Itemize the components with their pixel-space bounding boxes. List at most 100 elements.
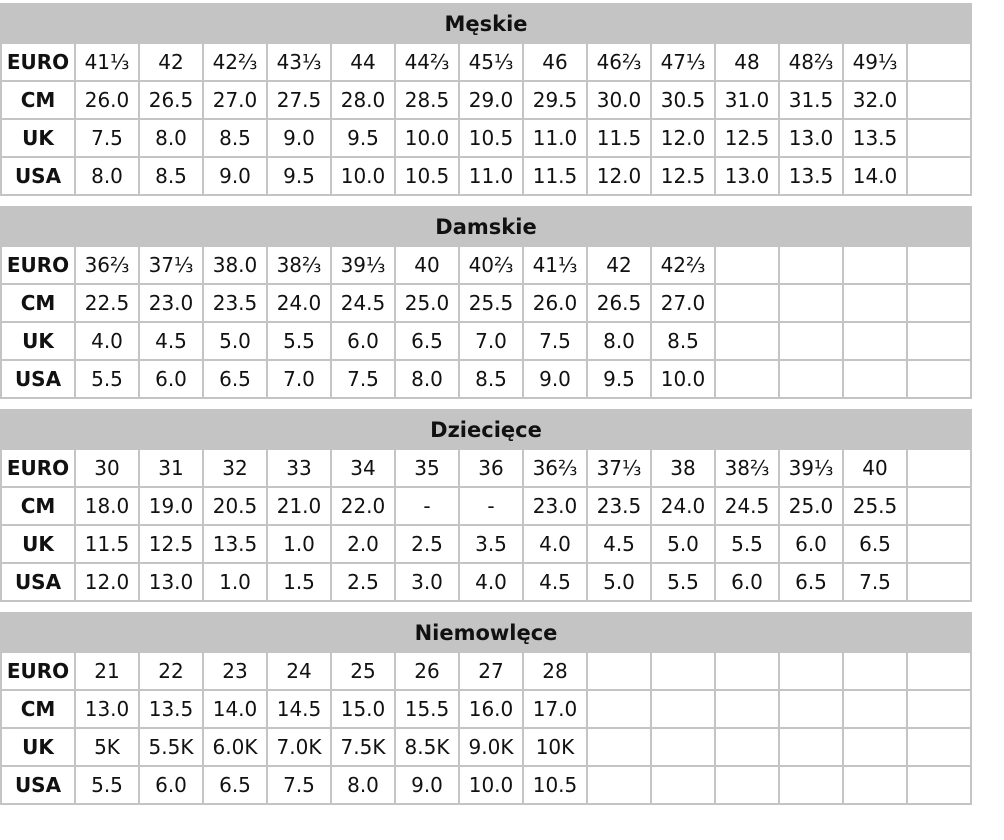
size-cell: 1.0 [202,562,268,602]
size-cell: 30.0 [586,80,652,120]
size-cell: 2.5 [330,562,396,602]
row-label: USA [0,359,76,399]
size-cell: 33 [266,448,332,488]
size-cell: 40⅔ [458,245,524,285]
size-cell [778,359,844,399]
size-cell: 27 [458,651,524,691]
size-cell: 26.0 [74,80,140,120]
size-cell: 22.0 [330,486,396,526]
size-cell: 47⅓ [650,42,716,82]
table-row: UK 11.5 12.5 13.5 1.0 2.0 2.5 3.5 4.0 4.5 5.0 5.5 6.… [0,524,972,564]
size-cell: 39⅓ [778,448,844,488]
size-cell: 36⅔ [74,245,140,285]
size-cell: 31.0 [714,80,780,120]
size-cell: 5.0 [650,524,716,564]
table-row: CM 22.5 23.0 23.5 24.0 24.5 25.0 25.5 26.0 26.5 27… [0,283,972,323]
size-cell: 24.0 [266,283,332,323]
row-label: UK [0,524,76,564]
size-cell: 27.5 [266,80,332,120]
size-cell: 28 [522,651,588,691]
size-cell: 5.0 [202,321,268,361]
size-cell [842,245,908,285]
row-label: CM [0,689,76,729]
size-cell: - [394,486,460,526]
size-cell: 14.5 [266,689,332,729]
size-cell: 42 [138,42,204,82]
size-cell: 7.5K [330,727,396,767]
size-cell [906,80,972,120]
size-cell: 24.5 [330,283,396,323]
size-cell: 6.5 [842,524,908,564]
size-cell: 5.5 [74,765,140,805]
size-cell [906,42,972,82]
size-cell: 28.0 [330,80,396,120]
size-cell: 13.5 [842,118,908,158]
size-cell: 27.0 [202,80,268,120]
size-cell: 7.0K [266,727,332,767]
size-cell: 32.0 [842,80,908,120]
size-cell [906,245,972,285]
size-cell: 21 [74,651,140,691]
size-cell [714,689,780,729]
size-cell: 23.5 [586,486,652,526]
size-cell: 38.0 [202,245,268,285]
size-cell: 16.0 [458,689,524,729]
size-cell: 37⅓ [138,245,204,285]
size-cell: 38 [650,448,716,488]
size-cell: 24 [266,651,332,691]
size-cell: 31 [138,448,204,488]
size-cell [778,727,844,767]
size-cell: 12.0 [586,156,652,196]
size-cell: 28.5 [394,80,460,120]
size-cell: 13.0 [714,156,780,196]
size-cell: 3.5 [458,524,524,564]
size-cell: 22.5 [74,283,140,323]
size-cell: 40 [394,245,460,285]
size-cell [906,283,972,323]
size-cell: 39⅓ [330,245,396,285]
size-cell: 26.0 [522,283,588,323]
size-cell: 5K [74,727,140,767]
size-cell: 48 [714,42,780,82]
size-cell: 6.0K [202,727,268,767]
size-cell [842,651,908,691]
size-cell: 10.5 [394,156,460,196]
row-label: UK [0,321,76,361]
size-cell: 9.5 [330,118,396,158]
size-cell [842,765,908,805]
size-cell: 32 [202,448,268,488]
size-cell: 12.5 [138,524,204,564]
row-label: CM [0,80,76,120]
size-cell: 8.5 [458,359,524,399]
size-cell: 38⅔ [714,448,780,488]
size-cell: 7.5 [266,765,332,805]
size-cell [842,359,908,399]
size-cell: 10.0 [394,118,460,158]
size-cell: 26.5 [586,283,652,323]
size-cell: 8.0 [330,765,396,805]
table-row: EURO 41⅓ 42 42⅔ 43⅓ 44 44⅔ 45⅓ 46 46⅔ 47⅓ 48 48⅔ 49⅓ [0,42,972,82]
section-title: Męskie [0,3,972,44]
table-row: UK 4.0 4.5 5.0 5.5 6.0 6.5 7.0 7.5 8.0 8.5 [0,321,972,361]
table-row: EURO 30 31 32 33 34 35 36 36⅔ 37⅓ 38 38⅔ 39⅓ 40 [0,448,972,488]
size-cell [778,765,844,805]
size-cell: 27.0 [650,283,716,323]
size-cell: 8.0 [138,118,204,158]
size-cell [714,283,780,323]
size-cell [906,727,972,767]
table-row: CM 26.0 26.5 27.0 27.5 28.0 28.5 29.0 29.5 30.0 30… [0,80,972,120]
size-cell: 6.5 [394,321,460,361]
size-cell: 8.5K [394,727,460,767]
size-cell: 9.0 [522,359,588,399]
size-cell: 10.0 [650,359,716,399]
size-cell: 31.5 [778,80,844,120]
size-cell: 10.0 [330,156,396,196]
size-cell: 25.0 [778,486,844,526]
row-label: EURO [0,245,76,285]
section-title: Damskie [0,206,972,247]
size-cell [714,765,780,805]
size-cell: 19.0 [138,486,204,526]
size-cell: 11.0 [458,156,524,196]
row-label: CM [0,283,76,323]
size-cell: 10.5 [458,118,524,158]
